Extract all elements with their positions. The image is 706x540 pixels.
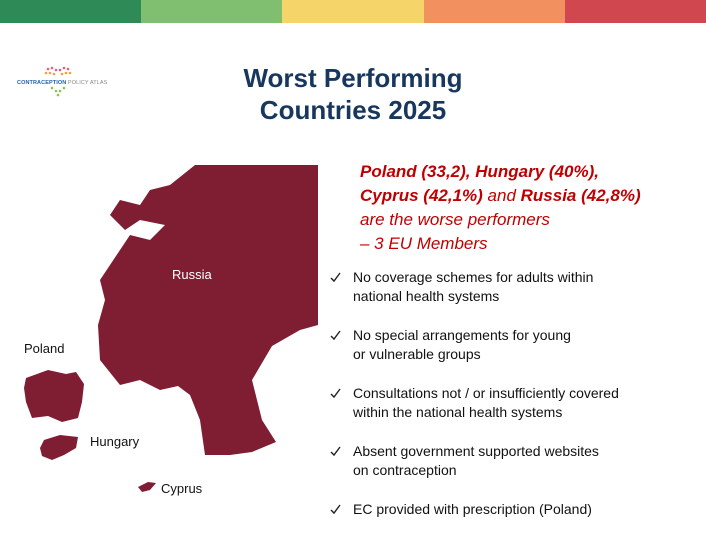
- map: [24, 165, 318, 492]
- bullet-line: No coverage schemes for adults within: [353, 269, 594, 285]
- bullet-line: on contraception: [353, 462, 457, 478]
- title-line: Worst Performing: [243, 63, 463, 93]
- map-label: Russia: [172, 267, 212, 282]
- logo-brand: CONTRACEPTION: [17, 80, 67, 86]
- highlight-segment: are the worse performers: [360, 210, 550, 229]
- highlight-line: are the worse performers: [360, 208, 641, 232]
- bullet-line: or vulnerable groups: [353, 346, 481, 362]
- bullet: Consultations not / or insufficiently co…: [330, 384, 690, 422]
- color-bar: [282, 0, 424, 23]
- hungary-shape: [40, 435, 78, 460]
- highlight-segment: Cyprus (42,1%): [360, 186, 483, 205]
- bullet: EC provided with prescription (Poland): [330, 500, 690, 519]
- check-icon: [330, 272, 341, 283]
- bullet: No coverage schemes for adults within nat…: [330, 268, 690, 306]
- highlight-segment: – 3 EU Members: [360, 234, 488, 253]
- map-label: Poland: [24, 341, 65, 356]
- bullet: No special arrangements for young or vuln…: [330, 326, 690, 364]
- poland-shape: [24, 370, 84, 422]
- highlight-segment: Poland (33,2), Hungary (40%),: [360, 162, 599, 181]
- bullet-line: national health systems: [353, 288, 500, 304]
- highlight-line: – 3 EU Members: [360, 232, 641, 256]
- highlight-segment: Russia (42,8%): [520, 186, 641, 205]
- check-icon: [330, 446, 341, 457]
- logo-icon: [44, 66, 72, 97]
- bullet-line: Consultations not / or insufficiently co…: [353, 385, 619, 401]
- logo-tagline: POLICY ATLAS: [67, 80, 108, 86]
- logo-text: CONTRACEPTION POLICY ATLAS: [17, 80, 107, 86]
- color-bar: [141, 0, 282, 23]
- highlight-line: Poland (33,2), Hungary (40%),: [360, 160, 641, 184]
- bullet-line: Absent government supported websites: [353, 443, 599, 459]
- color-bar: [565, 0, 706, 23]
- bullet-line: within the national health systems: [353, 404, 563, 420]
- color-bar: [424, 0, 565, 23]
- bullet-line: No special arrangements for young: [353, 327, 571, 343]
- title: Worst Performing Countries 2025: [180, 62, 526, 126]
- map-label: Hungary: [90, 434, 140, 449]
- map-label: Cyprus: [161, 481, 203, 496]
- bullet: Absent government supported websites on c…: [330, 442, 690, 480]
- check-icon: [330, 388, 341, 399]
- check-icon: [330, 330, 341, 341]
- highlight: Poland (33,2), Hungary (40%), Cyprus (42,…: [360, 160, 641, 256]
- color-bar: [0, 0, 141, 23]
- russia-shape: [98, 165, 318, 455]
- bullet-line: EC provided with prescription (Poland): [353, 501, 592, 517]
- title-line: Countries 2025: [259, 95, 447, 125]
- bullet-list: No coverage schemes for adults within nat…: [330, 268, 690, 539]
- cyprus-shape: [138, 482, 156, 492]
- highlight-segment: and: [482, 186, 521, 205]
- check-icon: [330, 504, 341, 515]
- highlight-line: Cyprus (42,1%) and Russia (42,8%): [360, 184, 641, 208]
